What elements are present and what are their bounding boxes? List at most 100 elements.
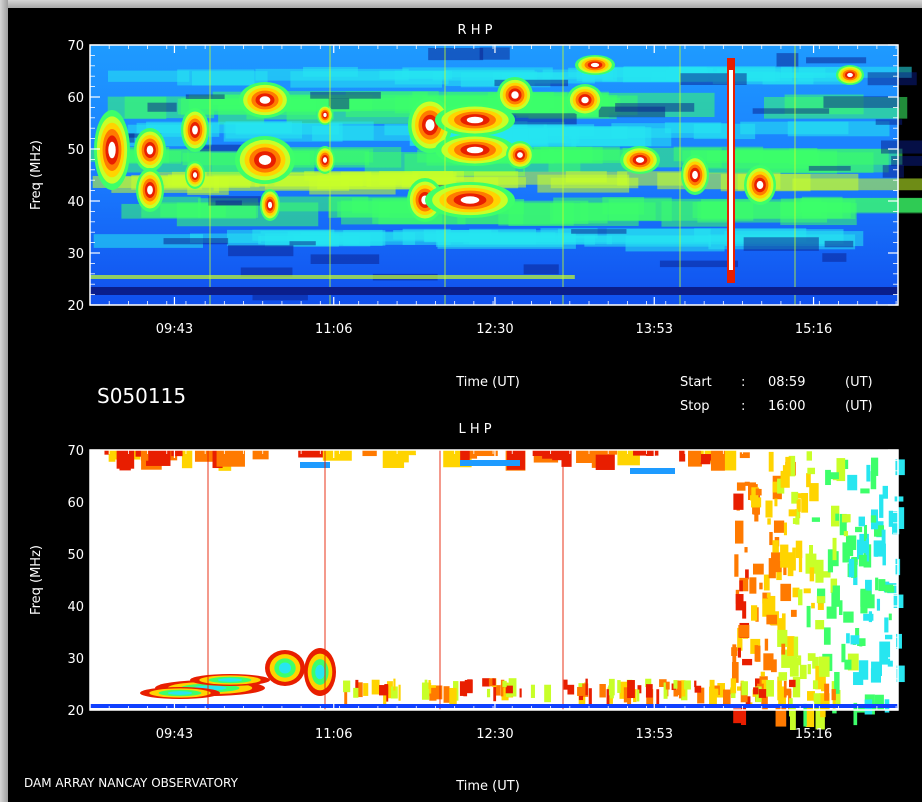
- lhp-right-region: [874, 548, 879, 557]
- lhp-baseline-noise: [577, 686, 585, 696]
- lhp-top-fringe: [467, 450, 478, 459]
- lhp-title: L H P: [458, 422, 491, 437]
- rhp-band-segment: [800, 198, 922, 213]
- rhp-band-segment: [693, 123, 756, 140]
- lhp-baseline-noise: [582, 683, 589, 697]
- lhp-x-tick-label: 15:16: [795, 727, 832, 742]
- start-separator: :: [741, 375, 745, 390]
- rhp-low-patch: [215, 200, 242, 206]
- lhp-emission: [90, 450, 905, 731]
- lhp-ylabel: Freq (MHz): [29, 545, 44, 615]
- lhp-top-fringe: [216, 450, 245, 467]
- lhp-baseline-noise: [831, 689, 836, 701]
- rhp-burst: [635, 157, 645, 163]
- lhp-right-region: [832, 537, 837, 561]
- lhp-top-strip: [460, 460, 520, 466]
- lhp-right-region: [806, 473, 811, 488]
- lhp-right-region: [797, 655, 802, 666]
- lhp-right-region: [806, 605, 811, 628]
- lhp-right-region: [759, 582, 763, 590]
- lhp-y-tick-label: 50: [67, 548, 84, 563]
- lhp-baseline-noise: [606, 689, 610, 705]
- lhp-right-region: [757, 683, 764, 689]
- lhp-top-fringe: [119, 450, 131, 471]
- lhp-right-region: [803, 703, 807, 727]
- lhp-right-region: [858, 516, 866, 527]
- lhp-baseline-noise: [488, 678, 494, 687]
- rhp-band-segment: [762, 72, 851, 85]
- lhp-right-region: [781, 649, 792, 668]
- lhp-right-region: [847, 653, 859, 671]
- lhp-right-region: [767, 518, 771, 525]
- rhp-low-patch: [147, 102, 177, 112]
- rhp-y-tick-label: 70: [67, 39, 84, 54]
- lhp-right-region: [792, 676, 801, 698]
- lhp-right-region: [733, 708, 743, 724]
- lhp-right-region: [741, 706, 747, 726]
- rhp-panel: 09:43 11:06 12:30 13:53 15:16 20 30 40 50 60 70 R …: [29, 23, 922, 390]
- lhp-right-region: [803, 588, 811, 594]
- rhp-xlabel: Time (UT): [455, 375, 520, 390]
- lhp-right-region: [870, 515, 877, 523]
- rhp-band-segment: [274, 171, 372, 187]
- rhp-low-patch: [822, 253, 847, 262]
- lhp-right-region: [870, 471, 877, 490]
- rhp-low-patch: [185, 94, 225, 100]
- lhp-right-region: [762, 598, 769, 617]
- lhp-right-region: [765, 500, 773, 518]
- lhp-top-fringe: [146, 450, 171, 466]
- lhp-baseline-noise: [390, 686, 398, 699]
- lhp-baseline-noise: [665, 681, 670, 690]
- stop-time: 16:00: [768, 399, 805, 414]
- lhp-right-region: [865, 546, 869, 562]
- lhp-right-region: [818, 656, 830, 677]
- rhp-burst: [581, 96, 589, 104]
- lhp-baseline-noise: [637, 685, 642, 694]
- lhp-x-tick-label: 11:06: [315, 727, 352, 742]
- rhp-band-segment: [176, 202, 319, 227]
- lhp-right-region: [845, 535, 857, 550]
- lhp-baseline-noise: [783, 680, 787, 698]
- lhp-low-burst: [217, 678, 243, 682]
- rhp-x-tick-label: 15:16: [795, 322, 832, 337]
- start-label: Start: [680, 375, 712, 390]
- rhp-burst: [466, 146, 484, 154]
- lhp-right-region: [737, 686, 742, 691]
- lhp-top-fringe: [171, 450, 183, 457]
- rhp-title: R H P: [458, 23, 493, 38]
- lhp-right-region: [848, 558, 855, 578]
- lhp-right-region: [787, 636, 795, 656]
- lhp-right-region: [843, 611, 854, 623]
- lhp-right-region: [811, 517, 820, 522]
- lhp-right-region: [853, 702, 858, 726]
- rhp-burst: [192, 172, 198, 178]
- lhp-right-region: [764, 638, 769, 651]
- lhp-right-region: [778, 686, 786, 708]
- rhp-baseline: [90, 287, 898, 295]
- lhp-baseline-noise: [673, 689, 678, 697]
- rhp-band-segment: [706, 150, 838, 174]
- lhp-top-fringe: [593, 450, 618, 455]
- lhp-panel: 09:43 11:06 12:30 13:53 15:16 20 30 40 50 60 70 L …: [29, 422, 905, 794]
- lhp-right-region: [821, 571, 831, 578]
- rhp-spike-core: [729, 70, 733, 270]
- lhp-right-region: [789, 657, 799, 677]
- lhp-baseline-noise: [588, 688, 592, 707]
- lhp-right-region: [807, 653, 816, 661]
- lhp-right-region: [812, 656, 819, 669]
- lhp-baseline-noise: [741, 681, 748, 696]
- lhp-baseline-noise: [398, 684, 401, 701]
- lhp-right-region: [815, 665, 826, 690]
- lhp-baseline-noise: [505, 685, 513, 694]
- lhp-right-region: [774, 498, 778, 507]
- lhp-right-region: [887, 660, 893, 667]
- lhp-baseline-noise: [824, 683, 830, 701]
- lhp-baseline-noise: [544, 684, 552, 703]
- lhp-right-region: [811, 602, 815, 609]
- lhp-right-region: [785, 456, 791, 476]
- lhp-right-region: [835, 513, 839, 521]
- lhp-top-fringe: [542, 450, 559, 459]
- rhp-band-segment: [107, 70, 190, 82]
- lhp-right-region: [739, 577, 749, 592]
- rhp-burst: [756, 180, 764, 190]
